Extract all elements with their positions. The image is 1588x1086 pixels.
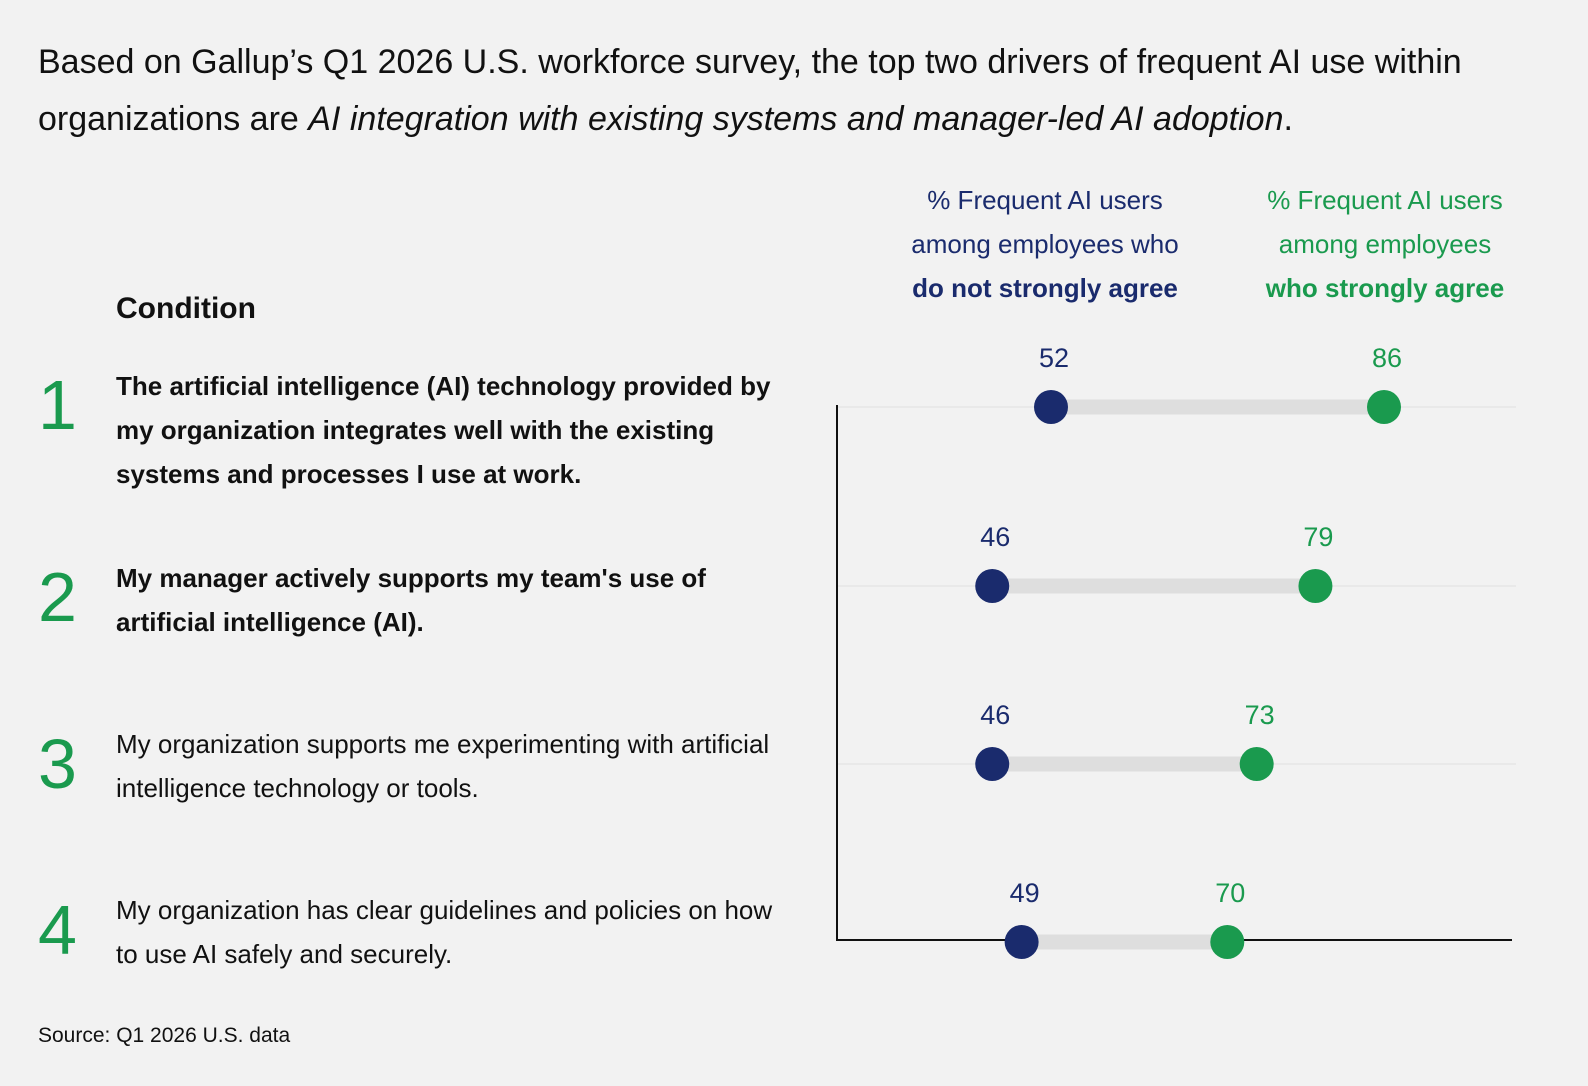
- condition-text: My organization supports me experimentin…: [116, 729, 770, 803]
- column-header-emphasis: who strongly agree: [1265, 273, 1505, 303]
- column-header-line: % Frequent AI users: [927, 185, 1163, 215]
- value-label-strongly-agree: 79: [1303, 522, 1333, 552]
- condition-number: 3: [38, 725, 77, 803]
- column-header-line: among employees: [1278, 229, 1492, 259]
- headline: Based on Gallup’s Q1 2026 U.S. workforce…: [38, 34, 1548, 148]
- headline-emphasis: AI integration with existing systems and…: [308, 100, 1284, 138]
- column-header-line: among employees who: [911, 229, 1179, 259]
- dot-not-strongly-agree: [1034, 390, 1068, 424]
- column-header-line: % Frequent AI users: [1267, 185, 1503, 215]
- headline-lead: Based on Gallup’s Q1 2026 U.S. workforce…: [38, 43, 1462, 138]
- condition-text: The artificial intelligence (AI) technol…: [116, 371, 771, 489]
- dot-strongly-agree: [1239, 747, 1274, 781]
- column-header-not-strongly-agree: % Frequent AI users among employees who …: [880, 178, 1210, 310]
- source-note: Source: Q1 2026 U.S. data: [38, 1024, 291, 1047]
- value-label-strongly-agree: 73: [1245, 700, 1275, 730]
- condition-number: 1: [38, 366, 77, 444]
- value-label-not-strongly-agree: 52: [1039, 343, 1069, 373]
- condition-text: My organization has clear guidelines and…: [116, 895, 773, 969]
- dot-strongly-agree: [1367, 390, 1401, 424]
- value-label-not-strongly-agree: 46: [980, 522, 1010, 552]
- condition-label: Condition: [116, 292, 256, 325]
- headline-tail: .: [1283, 100, 1293, 138]
- condition-number: 4: [38, 891, 77, 969]
- column-header-emphasis: do not strongly agree: [912, 273, 1178, 303]
- condition-text: My manager actively supports my team's u…: [116, 563, 706, 637]
- dot-strongly-agree: [1210, 925, 1245, 959]
- condition-number: 2: [38, 558, 77, 636]
- column-header-strongly-agree: % Frequent AI users among employees who …: [1230, 178, 1540, 310]
- value-label-not-strongly-agree: 49: [1010, 878, 1040, 908]
- dot-not-strongly-agree: [1004, 925, 1039, 959]
- dot-not-strongly-agree: [975, 747, 1010, 781]
- value-label-strongly-agree: 86: [1372, 343, 1402, 373]
- value-label-strongly-agree: 70: [1215, 878, 1245, 908]
- dot-strongly-agree: [1298, 569, 1333, 603]
- dot-not-strongly-agree: [975, 569, 1010, 603]
- value-label-not-strongly-agree: 46: [980, 700, 1010, 730]
